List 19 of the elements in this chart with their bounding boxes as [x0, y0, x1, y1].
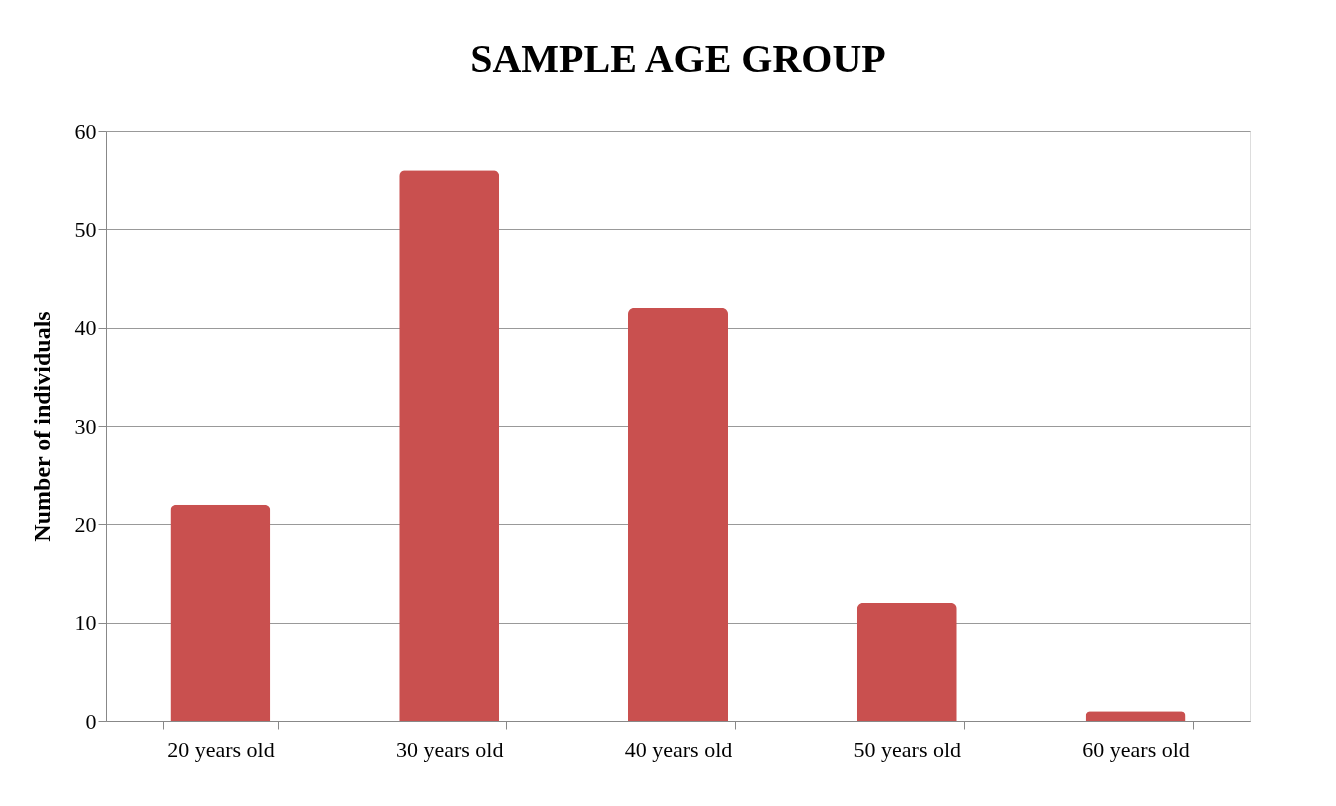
bar: [628, 308, 728, 721]
x-tick-label: 50 years old: [853, 736, 962, 762]
y-tick-label: 40: [74, 315, 97, 341]
y-tick-label: 60: [74, 118, 97, 144]
y-tick-label: 20: [74, 511, 97, 537]
x-tick-label: 20 years old: [167, 736, 275, 762]
y-tick-label: 10: [74, 610, 97, 636]
x-tick-label: 60 years old: [1082, 736, 1190, 762]
y-tick-label: 0: [85, 708, 97, 734]
y-tick-label: 30: [74, 413, 97, 439]
chart-title: SAMPLE AGE GROUP: [470, 36, 886, 81]
bar: [1085, 711, 1186, 721]
x-tick-label: 40 years old: [624, 736, 733, 762]
bar: [399, 170, 500, 721]
y-tick-label: 50: [74, 216, 97, 242]
bar: [856, 603, 957, 721]
x-tick-label: 30 years old: [395, 736, 504, 762]
y-axis-title: Number of individuals: [28, 311, 55, 542]
bar: [170, 504, 271, 721]
